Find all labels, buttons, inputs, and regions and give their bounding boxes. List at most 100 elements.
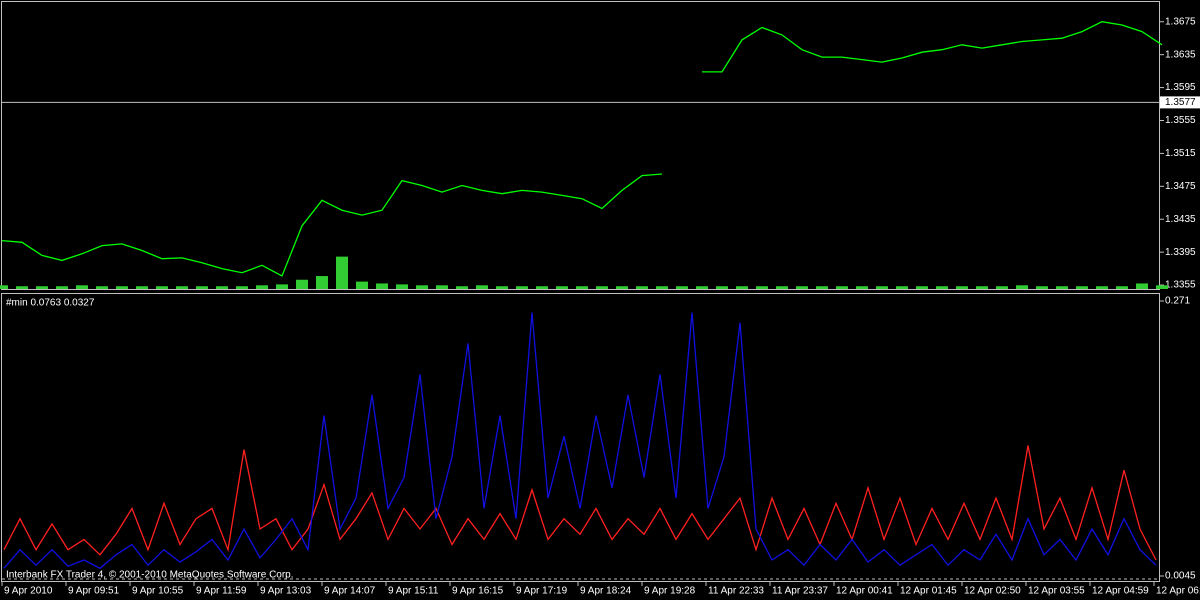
x-tick-label: 12 Apr 01:45 (900, 586, 957, 597)
x-tick-label: 12 Apr 06:0 (1156, 586, 1200, 597)
volume-bar (976, 286, 988, 289)
x-tick-label: 9 Apr 13:03 (260, 586, 312, 597)
volume-bar (936, 286, 948, 289)
volume-bar (916, 286, 928, 289)
volume-bar (856, 286, 868, 289)
volume-bar (76, 285, 88, 289)
x-tick-label: 9 Apr 14:07 (324, 586, 376, 597)
volume-bar (176, 286, 188, 289)
volume-bar (156, 286, 168, 289)
volume-bar (616, 286, 628, 289)
volume-bar (116, 286, 128, 289)
volume-bar (416, 285, 428, 289)
data-line (3, 312, 1157, 570)
volume-bar (276, 284, 288, 289)
volume-bar (816, 286, 828, 289)
volume-bar (1056, 286, 1068, 289)
volume-bar (356, 281, 368, 289)
y-tick-label: 1.3595 (1165, 82, 1196, 93)
volume-bar (1076, 286, 1088, 289)
volume-bar (536, 286, 548, 289)
volume-bar (736, 286, 748, 289)
volume-bar (1136, 283, 1148, 289)
price-pane-frame (1, 1, 1160, 290)
volume-bar (396, 284, 408, 289)
x-tick-label: 9 Apr 11:59 (196, 586, 247, 597)
x-tick-label: 9 Apr 18:24 (580, 586, 632, 597)
watermark: Interbank FX Trader 4, © 2001-2010 MetaQ… (6, 570, 294, 581)
volume-bar (216, 286, 228, 289)
volume-bar (876, 286, 888, 289)
volume-bar (656, 286, 668, 289)
volume-bar (1116, 286, 1128, 289)
current-price-label: 1.3577 (1165, 97, 1196, 108)
volume-bar (576, 286, 588, 289)
y-tick-label: 1.3555 (1165, 115, 1196, 126)
volume-bar (836, 286, 848, 289)
volume-bar (256, 285, 268, 289)
volume-bar (376, 283, 388, 289)
volume-bar (456, 286, 468, 289)
volume-bar (756, 286, 768, 289)
volume-bar (336, 256, 348, 289)
volume-bar (316, 276, 328, 289)
x-tick-label: 12 Apr 00:41 (836, 586, 893, 597)
volume-bar (16, 286, 28, 289)
volume-bar (236, 286, 248, 289)
volume-bar (596, 286, 608, 289)
volume-bar (556, 286, 568, 289)
y-tick-label: 1.3515 (1165, 148, 1196, 159)
y-tick-label: 0.0045 (1165, 571, 1196, 582)
x-tick-label: 9 Apr 17:19 (516, 586, 568, 597)
indicator-label: #min 0.0763 0.0327 (6, 298, 95, 309)
x-tick-label: 11 Apr 23:37 (772, 586, 828, 597)
volume-bar (1156, 285, 1168, 289)
y-tick-label: 0.271 (1165, 296, 1190, 307)
volume-bar (1036, 286, 1048, 289)
volume-bar (676, 286, 688, 289)
volume-bar (636, 286, 648, 289)
y-tick-label: 1.3355 (1165, 280, 1196, 291)
x-tick-label: 12 Apr 02:50 (964, 586, 1021, 597)
y-tick-label: 1.3635 (1165, 49, 1196, 60)
volume-bar (136, 286, 148, 289)
volume-bar (56, 286, 68, 289)
indicator-pane-frame (1, 293, 1160, 582)
y-tick-label: 1.3395 (1165, 247, 1196, 258)
y-tick-label: 1.3675 (1165, 16, 1196, 27)
volume-bar (496, 286, 508, 289)
volume-bar (716, 286, 728, 289)
y-tick-label: 1.3475 (1165, 181, 1196, 192)
volume-bar (296, 279, 308, 289)
volume-bar (436, 285, 448, 289)
x-tick-label: 9 Apr 2010 (4, 586, 53, 597)
x-tick-label: 9 Apr 09:51 (68, 586, 120, 597)
data-line (3, 445, 1157, 561)
volume-bar (36, 286, 48, 289)
volume-bar (1096, 286, 1108, 289)
x-tick-label: 11 Apr 22:33 (708, 586, 764, 597)
x-tick-label: 12 Apr 04:59 (1092, 586, 1149, 597)
x-tick-label: 12 Apr 03:55 (1028, 586, 1085, 597)
data-line (1, 21, 1163, 277)
x-tick-label: 9 Apr 15:11 (388, 586, 439, 597)
x-tick-label: 9 Apr 19:28 (644, 586, 696, 597)
volume-bar (196, 286, 208, 289)
volume-bar (0, 285, 8, 289)
volume-bar (1016, 285, 1028, 289)
y-tick-label: 1.3435 (1165, 214, 1196, 225)
volume-bar (96, 286, 108, 289)
x-tick-label: 9 Apr 16:15 (452, 586, 504, 597)
volume-bar (956, 286, 968, 289)
volume-bar (996, 286, 1008, 289)
volume-bar (796, 286, 808, 289)
volume-bar (516, 286, 528, 289)
volume-bar (696, 286, 708, 289)
current-price-box (1160, 96, 1200, 109)
volume-bar (776, 286, 788, 289)
volume-bar (896, 286, 908, 289)
volume-bar (476, 285, 488, 289)
x-tick-label: 9 Apr 10:55 (132, 586, 184, 597)
